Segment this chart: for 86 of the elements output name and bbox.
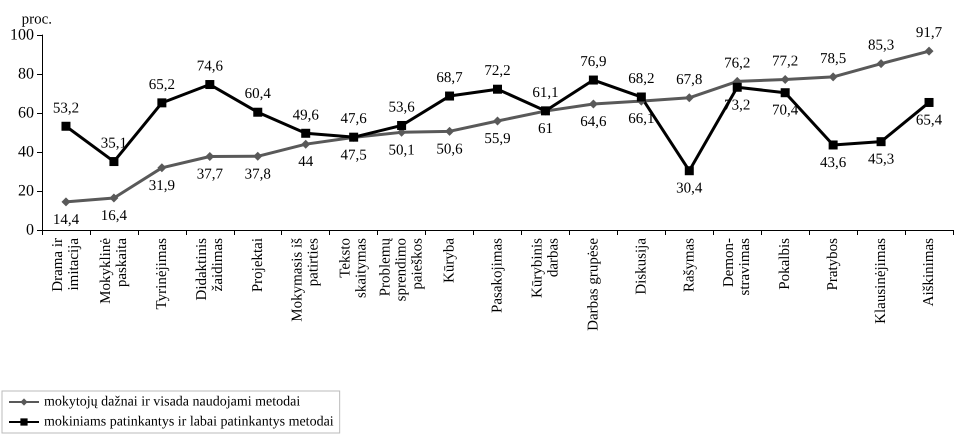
point [588,76,598,85]
x-tick-label: Darbas grupėse [585,238,602,331]
data-label: 30,4 [676,180,703,197]
y-tick-label: 40 [18,144,34,160]
point [732,82,742,92]
point [397,120,406,130]
y-tick-label: 100 [10,26,34,44]
y-tick-label: 80 [18,66,34,82]
point [301,140,310,149]
x-tick-label: Didaktinis žaidimas [194,238,226,300]
y-axis-title: proc. [22,12,52,28]
legend-label: mokytojų dažnai ir visada naudojami metodai [44,394,300,410]
x-tick-label: Aiškinimas [921,238,938,306]
data-label: 49,6 [292,107,320,124]
x-tick-label: Mokymasis iš patirties [290,238,322,322]
y-tick-label: 60 [18,104,34,122]
x-tick-label: Pratybos [825,238,842,290]
data-label: 53,2 [52,100,80,116]
data-label: 78,5 [820,50,846,67]
data-label: 70,4 [772,102,799,119]
data-label: 74,6 [196,58,224,75]
data-label: 76,9 [580,54,607,70]
data-label: 31,9 [148,178,175,194]
point [445,92,454,101]
point [828,140,838,150]
data-label: 64,6 [580,114,608,130]
point [157,98,166,108]
point [876,137,886,146]
data-label: 55,9 [484,130,511,147]
x-tick-label: Klausinėjimas [873,238,890,324]
point [205,80,214,90]
data-label: 47,6 [340,111,368,128]
x-tick-label: Demon- stravimas [721,238,754,296]
data-label: 65,4 [916,112,943,128]
data-label: 43,6 [820,154,847,171]
x-tick-label: Diskusija [633,238,650,295]
point [924,98,934,107]
data-label: 76,2 [724,55,750,72]
data-label: 14,4 [52,212,80,228]
data-label: 53,6 [388,99,416,116]
point [109,157,118,166]
data-label: 65,2 [148,76,175,93]
data-label: 61,1 [532,84,559,101]
point [876,59,886,68]
point [828,72,838,82]
point [493,84,502,94]
data-label: 77,2 [772,53,798,70]
x-tick-label: Pokalbis [777,238,794,290]
x-tick-label: Kūrybinis darbas [529,238,562,298]
point [493,116,502,126]
data-label: 47,5 [340,147,367,164]
data-label: 61 [538,121,553,138]
data-label: 45,3 [868,152,894,168]
legend-label: mokiniams patinkantys ir labai patinkantys metodai [44,414,334,430]
point [157,163,166,172]
x-tick-label: Projektai [250,238,266,292]
point [61,122,70,131]
data-label: 66,1 [628,111,654,128]
data-label: 85,3 [868,38,894,54]
data-label: 50,1 [388,142,415,158]
data-label: 60,4 [244,86,272,102]
x-tick-label: Pasakojimas [490,238,506,313]
data-label: 67,8 [676,72,702,88]
point [61,197,70,206]
point [301,128,310,138]
x-tick-label: Rašymas [681,238,698,292]
x-tick-label: Kūryba [442,238,458,283]
data-label: 72,2 [484,63,511,80]
x-tick-label: Tyrinėjimas [154,238,170,310]
y-tick-label: 0 [26,222,34,238]
data-label: 91,7 [916,25,943,42]
data-label: 16,4 [100,208,128,224]
data-label: 44 [298,154,314,170]
point [924,46,934,56]
y-tick-label: 20 [18,182,34,200]
data-label: 35,1 [100,136,128,152]
point [636,92,646,102]
data-label: 50,6 [436,141,464,158]
data-label: 68,2 [628,71,654,88]
data-label: 68,7 [436,70,464,86]
data-label: 37,8 [244,166,271,182]
data-label: 37,7 [196,166,224,182]
x-tick-label: Drama ir imitacija [50,238,82,292]
point [684,166,694,176]
point [780,88,790,98]
point [253,108,262,117]
